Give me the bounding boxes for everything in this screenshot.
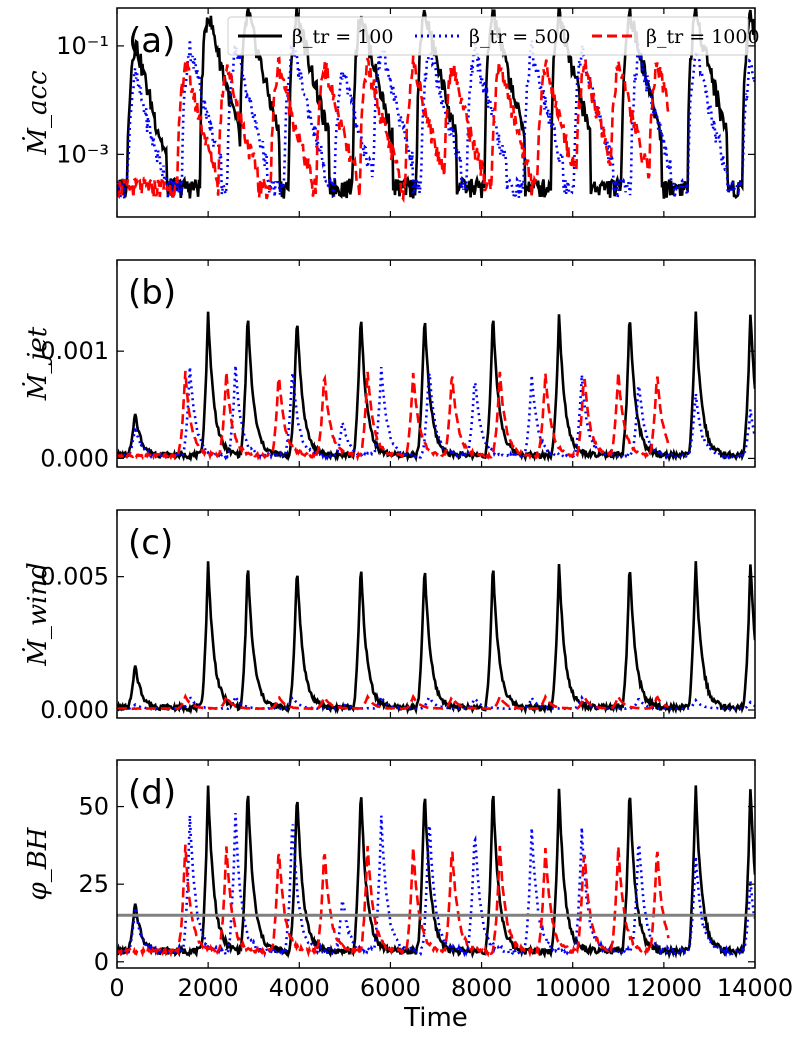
legend-label-beta1000: β_tr = 1000 [646, 26, 760, 48]
x-tick-label: 12000 [626, 974, 702, 1002]
panels: 10⁻¹10⁻³Ṁ_acc(a)0.0000.001Ṁ_jet(b)0.0000… [22, 7, 793, 1002]
series-line-c-0 [117, 561, 755, 715]
legend-frame [227, 16, 749, 56]
panel-d: 0 2000 4000 6000 8000 10000 12000 14000 0 25 50 φ_B… [23, 759, 793, 1002]
y-tick-label: 25 [78, 870, 109, 898]
panel-c-frame [116, 509, 756, 719]
x-tick-label: 0 [109, 974, 124, 1002]
legend-label-beta100: β_tr = 100 [292, 26, 393, 48]
series-line-d-1 [117, 813, 755, 959]
series-line-d-0 [117, 785, 755, 960]
panel-d-frame [116, 759, 756, 969]
x-tick-label: 4000 [269, 974, 330, 1002]
panel-b-frame [116, 259, 756, 468]
panel-b-series [117, 311, 755, 463]
legend: β_tr = 100 β_tr = 500 β_tr = 1000 [227, 16, 760, 56]
y-tick-label: 0.001 [40, 337, 109, 365]
series-line-b-2 [117, 370, 670, 462]
panel-d-ylabel: φ_BH [23, 826, 53, 900]
y-tick-label: 10⁻¹ [56, 32, 109, 60]
series-line-c-2 [117, 693, 670, 711]
y-tick-label: 0.005 [40, 563, 109, 591]
panel-a: 10⁻¹ 10⁻³Ṁ_acc (a) [22, 7, 756, 218]
x-tick-label: 6000 [360, 974, 421, 1002]
panel-d-series [117, 785, 755, 960]
series-line-c-1 [117, 693, 755, 711]
panel-d-label: (d) [128, 773, 176, 813]
x-tick-label: 14000 [717, 974, 793, 1002]
panel-b-label: (b) [128, 273, 176, 313]
panel-a-ylabel: Ṁ_acc [22, 70, 53, 156]
series-line-d-2 [117, 844, 670, 959]
panel-a-label: (a) [128, 21, 175, 61]
y-tick-label: 0 [94, 948, 109, 976]
panel-c-ylabel: Ṁ_wind [22, 562, 53, 667]
x-tick-label: 2000 [178, 974, 239, 1002]
y-tick-label: 50 [78, 793, 109, 821]
x-tick-label: 10000 [535, 974, 611, 1002]
series-line-a-1 [117, 39, 755, 202]
panel-a-frame [116, 7, 756, 218]
panel-b-ylabel: Ṁ_jet [22, 326, 53, 401]
series-line-b-0 [117, 311, 755, 463]
x-tick-label: 8000 [451, 974, 512, 1002]
series-line-a-2 [117, 55, 670, 204]
legend-label-beta500: β_tr = 500 [469, 26, 570, 48]
y-tick-label: 0.000 [40, 444, 109, 472]
panel-c-label: (c) [128, 523, 173, 563]
x-axis-label: Time [403, 1003, 468, 1033]
y-tick-label: 0.000 [40, 696, 109, 724]
y-tick-label: 10⁻³ [56, 140, 109, 168]
panel-c-series [117, 561, 755, 715]
